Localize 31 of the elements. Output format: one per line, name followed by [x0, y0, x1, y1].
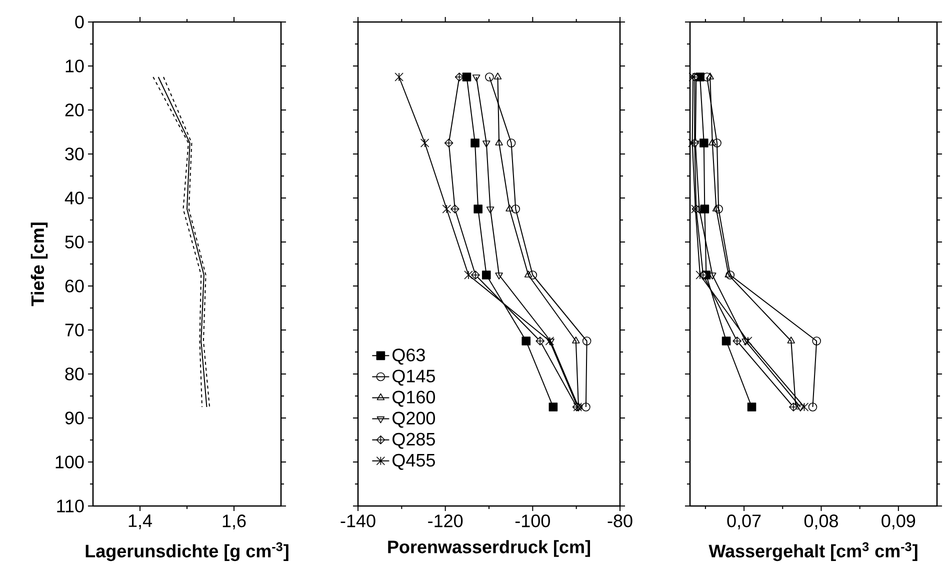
y-tick-label: 0 — [75, 16, 84, 28]
legend-label: Q160 — [392, 390, 436, 407]
y-tick-label: 20 — [65, 104, 84, 116]
x-tick-label: -140 — [340, 514, 376, 528]
x-tick-label: 1,6 — [222, 514, 246, 530]
y-tick-label: 10 — [66, 60, 84, 72]
x-tick-label: 0,08 — [804, 514, 838, 530]
y-tick-label: 110 — [57, 500, 84, 512]
legend-label: Q200 — [392, 412, 436, 428]
y-tick-label: 50 — [65, 236, 84, 248]
y-tick-label: 90 — [65, 412, 84, 424]
legend-label: Q285 — [392, 432, 435, 449]
x-tick-label: -80 — [608, 514, 632, 528]
y-tick-label: 100 — [56, 456, 84, 468]
legend-label: Q455 — [392, 454, 435, 470]
x-axis-title: Lagerunsdichte [g cm$^{-3}$] — [86, 542, 288, 562]
y-tick-label: 70 — [65, 324, 84, 336]
legend-label: Q63 — [392, 348, 425, 365]
y-axis-title: Tiefe [cm] — [30, 222, 48, 306]
y-tick-label: 30 — [65, 148, 84, 160]
y-tick-label: 40 — [64, 192, 84, 204]
x-tick-label: 0,09 — [882, 514, 916, 530]
y-tick-label: 60 — [65, 280, 84, 292]
x-axis-title: Porenwasserdruck [cm] — [388, 540, 590, 557]
x-tick-label: -120 — [428, 514, 463, 528]
x-tick-label: -100 — [515, 514, 550, 528]
x-tick-label: 0,07 — [727, 514, 761, 530]
legend-label: Q145 — [392, 370, 435, 386]
x-tick-label: 1,4 — [128, 514, 152, 530]
y-tick-label: 80 — [65, 368, 84, 380]
x-axis-title: Wassergehalt [cm$^{3}$ cm$^{-3}$] — [708, 542, 918, 562]
